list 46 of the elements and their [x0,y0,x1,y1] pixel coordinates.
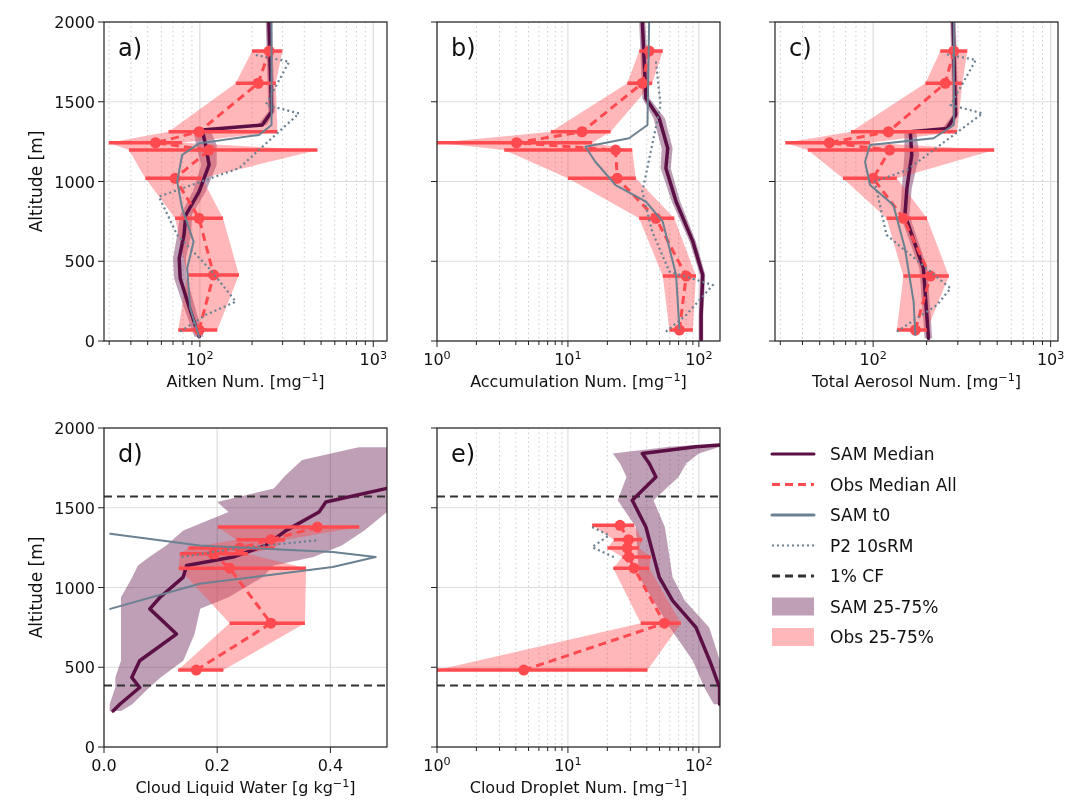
y-tick-label: 500 [64,658,95,678]
point [614,519,626,531]
x-tick-label: 10$^{3}$ [359,348,388,369]
legend-label: SAM Median [830,444,935,464]
x-tick-label: 0.4 [317,756,344,775]
legend-label: P2 10sRM [830,535,914,556]
annotation: c) [789,34,812,62]
annotation: e) [451,440,476,468]
x-tick-label: 10$^{2}$ [685,348,713,369]
annotation: d) [118,440,143,468]
x-tick-label: 10$^{2}$ [859,348,887,369]
x-tick-label: 10$^{2}$ [685,754,713,775]
y-axis-title: Altitude [m] [26,536,46,639]
point [623,551,635,563]
point [628,562,640,574]
y-tick-label: 500 [64,252,95,272]
y-tick-label: 1000 [54,578,95,598]
x-axis-title: Accumulation Num. [mg$^{−1}$] [470,370,687,391]
x-tick-label: 10$^{2}$ [186,348,214,369]
legend-label: Obs Median All [830,474,957,495]
y-tick-label: 0 [84,738,95,757]
text: Obs 25-75% [830,627,934,647]
x-tick-label: 10$^{1}$ [554,348,582,369]
y-tick-label: 1500 [54,498,95,518]
y-tick-label: 2000 [54,419,95,438]
annotation: a) [118,34,143,62]
y-tick-label: 1000 [54,172,95,192]
x-tick-label: 10$^{3}$ [1036,348,1065,369]
legend-label: 1% CF [830,566,885,586]
x-tick-label: 0.2 [204,756,230,775]
x-tick-label: 10$^{1}$ [554,754,582,775]
legend-label: SAM t0 [830,505,891,525]
text: SAM 25-75% [830,596,939,617]
y-tick-label: 1500 [54,92,95,112]
x-axis-title: Aitken Num. [mg$^{−1}$] [166,370,325,391]
y-axis-title: Altitude [m] [26,130,46,233]
x-tick-label: 10$^{0}$ [423,348,451,369]
x-axis-title: Total Aerosol Num. [mg$^{−1}$] [810,370,1022,391]
y-tick-label: 2000 [54,13,95,32]
x-tick-label: 0.0 [91,756,117,775]
point [621,542,633,554]
x-axis-title: Cloud Droplet Num. [mg$^{−1}$] [469,776,688,797]
x-tick-label: 10$^{0}$ [423,754,451,775]
y-tick-label: 0 [84,332,95,351]
annotation: b) [451,34,476,62]
x-axis-title: Cloud Liquid Water [g kg$^{−1}$] [135,776,356,797]
